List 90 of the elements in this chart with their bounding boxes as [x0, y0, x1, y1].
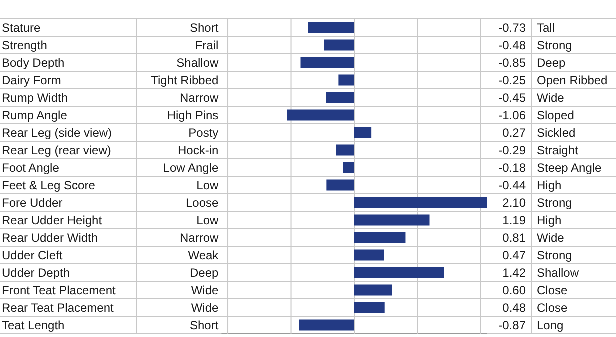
bar [354, 250, 384, 261]
data-label: -0.18 [498, 160, 526, 175]
y-tick-label: Front Teat Placement [2, 283, 116, 298]
text: Close [537, 300, 568, 315]
text: High [537, 213, 562, 228]
bar [354, 232, 406, 244]
data-label: -0.25 [498, 73, 526, 88]
bar [354, 302, 385, 314]
text: Shallow [176, 56, 220, 70]
data-label: -0.45 [498, 90, 526, 105]
bar [354, 197, 488, 208]
text: Weak [188, 248, 220, 262]
y-tick-label: Feet & Leg Score [2, 178, 96, 192]
text: Low Angle [163, 160, 220, 175]
data-label: -0.48 [498, 38, 526, 52]
text: Deep [537, 56, 566, 70]
text: Long [537, 318, 564, 332]
text: High Pins [167, 108, 219, 122]
text: Loose [186, 196, 220, 210]
y-tick-label: Udder Depth [2, 266, 70, 280]
y-tick-label: Rump Angle [2, 108, 68, 122]
bar [324, 40, 354, 51]
text: Steep Angle [537, 160, 602, 175]
text: Posty [188, 126, 219, 140]
bar [287, 110, 354, 121]
text: Strong [537, 38, 572, 52]
y-tick-label: Dairy Form [2, 73, 62, 88]
text: High [537, 178, 562, 192]
text: Close [537, 283, 568, 298]
data-label: 0.27 [502, 126, 526, 140]
text: Narrow [180, 230, 220, 245]
y-tick-label: Rear Teat Placement [2, 300, 115, 315]
bar [299, 320, 354, 331]
text: Short [190, 20, 220, 35]
text: Narrow [180, 90, 220, 105]
text: Open Ribbed [537, 73, 608, 88]
y-tick-label: Udder Cleft [2, 248, 64, 262]
y-tick-label: Rear Udder Width [2, 230, 98, 245]
text: Wide [191, 283, 220, 298]
text: Tall [537, 20, 556, 35]
y-tick-label: Rump Width [2, 90, 68, 105]
bar [354, 214, 430, 226]
bar [326, 92, 354, 104]
data-label: -1.06 [498, 108, 526, 122]
text: Tight Ribbed [151, 73, 219, 88]
y-tick-label: Rear Leg (side view) [2, 126, 112, 140]
text: Wide [537, 90, 565, 105]
data-label: 0.48 [502, 300, 526, 315]
text: Strong [537, 248, 572, 262]
y-tick-label: Stature [2, 20, 42, 35]
text: Wide [537, 230, 565, 245]
bar [326, 180, 354, 191]
text: Frail [195, 38, 219, 52]
data-label: -0.29 [498, 143, 526, 158]
text: Wide [191, 300, 220, 315]
text: Deep [190, 266, 220, 280]
text: Straight [537, 143, 580, 158]
data-label: -0.44 [498, 178, 526, 192]
y-tick-label: Rear Leg (rear view) [2, 143, 112, 158]
data-label: 1.19 [502, 213, 526, 228]
y-tick-label: Strength [2, 38, 48, 52]
y-tick-label: Teat Length [2, 318, 65, 332]
bar [343, 162, 354, 174]
text: Strong [537, 196, 572, 210]
data-label: 0.47 [502, 248, 526, 262]
text: Shallow [537, 266, 580, 280]
data-label: -0.73 [498, 20, 526, 35]
text: Short [190, 318, 220, 332]
data-label: 0.60 [502, 283, 526, 298]
bar [354, 267, 444, 278]
data-label: 1.42 [502, 266, 526, 280]
y-tick-label: Foot Angle [2, 160, 60, 175]
bar [354, 284, 392, 296]
bar [338, 74, 354, 86]
data-label: 2.10 [502, 196, 526, 210]
y-tick-label: Body Depth [2, 56, 65, 70]
data-label: -0.87 [498, 318, 526, 332]
text: Hock-in [178, 143, 219, 158]
text: Low [196, 178, 220, 192]
bar [354, 127, 372, 138]
text: Low [196, 213, 220, 228]
bar [336, 144, 354, 156]
data-label: 0.81 [502, 230, 526, 245]
text: Sloped [537, 108, 574, 122]
data-label: -0.85 [498, 56, 526, 70]
bar [308, 22, 354, 34]
bar [300, 57, 354, 68]
text: Sickled [537, 126, 576, 140]
y-tick-label: Rear Udder Height [2, 213, 103, 228]
y-tick-label: Fore Udder [2, 196, 63, 210]
